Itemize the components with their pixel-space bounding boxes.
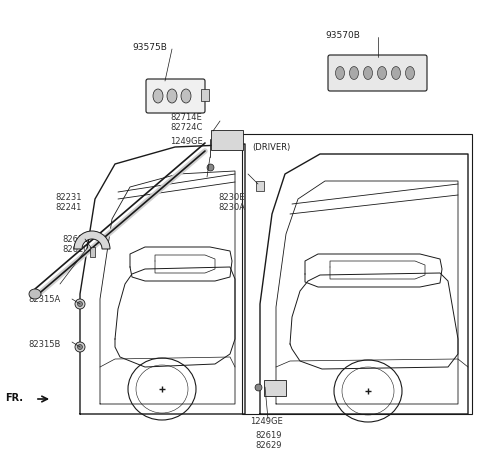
Ellipse shape xyxy=(336,67,345,80)
FancyBboxPatch shape xyxy=(146,80,205,114)
Text: 82610: 82610 xyxy=(62,235,88,244)
Text: 82315B: 82315B xyxy=(28,340,60,349)
Text: 1249GE: 1249GE xyxy=(170,137,203,146)
Text: 93575B: 93575B xyxy=(132,42,167,51)
FancyBboxPatch shape xyxy=(211,131,243,151)
Ellipse shape xyxy=(153,90,163,104)
Bar xyxy=(90,248,95,258)
Ellipse shape xyxy=(29,290,41,299)
Text: 1249GE: 1249GE xyxy=(250,417,283,426)
Ellipse shape xyxy=(75,342,85,352)
FancyBboxPatch shape xyxy=(328,56,427,92)
Bar xyxy=(201,90,209,102)
Wedge shape xyxy=(74,231,110,249)
Bar xyxy=(256,182,264,192)
Ellipse shape xyxy=(77,302,83,307)
Text: 82241: 82241 xyxy=(55,203,82,212)
Ellipse shape xyxy=(406,67,415,80)
Text: 93570B: 93570B xyxy=(325,30,360,39)
Text: 82714E: 82714E xyxy=(170,113,202,122)
Text: 8230A: 8230A xyxy=(218,203,245,212)
Text: (DRIVER): (DRIVER) xyxy=(252,143,290,152)
Ellipse shape xyxy=(349,67,359,80)
Ellipse shape xyxy=(181,90,191,104)
Ellipse shape xyxy=(392,67,400,80)
Bar xyxy=(242,135,472,414)
Text: 82315A: 82315A xyxy=(28,295,60,304)
Text: 82724C: 82724C xyxy=(170,123,203,132)
Text: 8230E: 8230E xyxy=(218,193,244,202)
Text: FR.: FR. xyxy=(5,392,23,402)
Ellipse shape xyxy=(77,345,83,350)
Text: 82619: 82619 xyxy=(255,431,281,440)
Ellipse shape xyxy=(167,90,177,104)
Ellipse shape xyxy=(377,67,386,80)
Ellipse shape xyxy=(75,299,85,309)
Text: 82231: 82231 xyxy=(55,193,82,202)
Text: 82620: 82620 xyxy=(62,245,88,254)
Text: 82629: 82629 xyxy=(255,441,281,450)
Ellipse shape xyxy=(363,67,372,80)
FancyBboxPatch shape xyxy=(264,380,286,396)
